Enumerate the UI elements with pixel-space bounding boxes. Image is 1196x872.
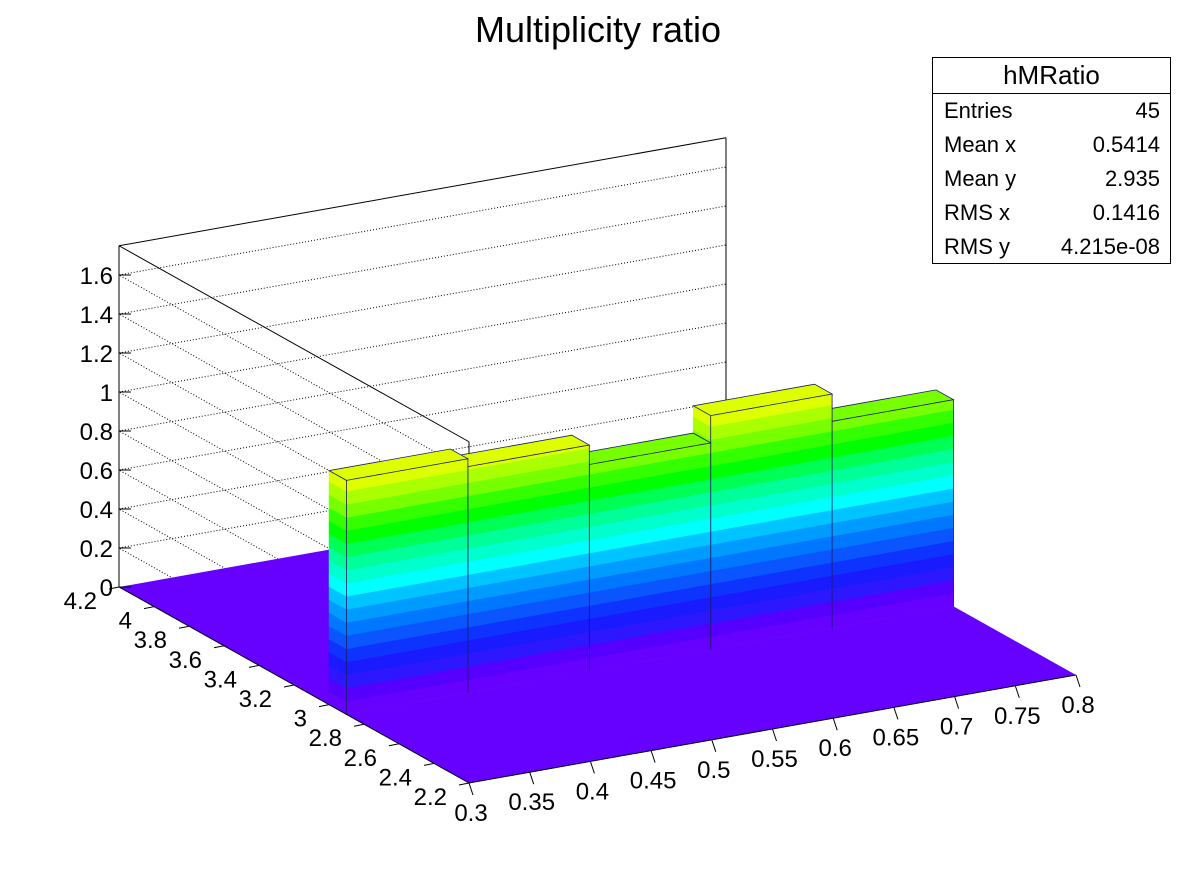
y-tick-label: 2.2 [414, 784, 447, 811]
y-tick [248, 664, 260, 668]
y-tick [353, 723, 365, 727]
grid-line [118, 283, 727, 393]
stats-row: Mean y 2.935 [933, 162, 1170, 196]
z-tick-label: 1.6 [80, 263, 113, 290]
x-tick-label: 0.45 [630, 768, 677, 795]
stats-value: 0.1416 [1092, 200, 1160, 225]
y-tick [318, 704, 330, 708]
grid-line [118, 274, 470, 472]
y-tick-label: 4 [119, 608, 132, 635]
x-tick [1014, 685, 1020, 698]
y-tick [283, 684, 295, 688]
x-tick [832, 718, 838, 731]
wall-edge [118, 245, 470, 443]
x-tick [893, 707, 899, 720]
stats-box: hMRatio Entries 45 Mean x 0.5414 Mean y 2.9… [932, 57, 1171, 264]
stats-value: 4.215e-08 [1060, 234, 1160, 259]
stats-row: Entries 45 [933, 94, 1170, 128]
x-tick-label: 0.75 [994, 703, 1041, 730]
stats-title: hMRatio [933, 58, 1170, 94]
stats-label: RMS y [944, 234, 1010, 259]
bars [327, 383, 955, 715]
x-tick [772, 728, 777, 742]
bar [570, 432, 712, 672]
z-tick-label: 1.4 [80, 302, 113, 329]
y-tick [458, 782, 470, 786]
x-tick [650, 750, 656, 763]
stats-label: Mean y [944, 166, 1017, 191]
grid-line [118, 244, 727, 354]
stats-row: RMS y 4.215e-08 [933, 230, 1170, 264]
x-tick-label: 0.8 [1061, 692, 1094, 719]
bar [449, 434, 591, 694]
stats-label: Mean x [944, 132, 1017, 157]
x-tick [529, 772, 535, 785]
x-tick-label: 0.7 [940, 714, 973, 741]
x-tick-label: 0.35 [508, 789, 555, 816]
wall-edge [118, 137, 727, 247]
y-tick [388, 743, 400, 747]
bar [692, 383, 834, 651]
y-tick-label: 2.8 [309, 725, 342, 752]
y-tick [213, 645, 225, 649]
z-tick-label: 0.4 [80, 497, 113, 524]
x-tick [954, 696, 960, 709]
z-tick-label: 0.2 [80, 536, 113, 563]
x-tick-label: 0.5 [697, 757, 730, 784]
x-tick [468, 782, 474, 796]
y-tick-label: 3.4 [204, 666, 237, 693]
grid-line [118, 361, 727, 471]
z-tick-label: 0.6 [80, 458, 113, 485]
stats-value: 2.935 [1104, 166, 1160, 191]
bar [813, 389, 955, 629]
grid-line [118, 166, 727, 276]
y-tick [108, 586, 120, 590]
tick-labels: 0.3 0.35 0.4 0.45 0.5 0.55 0.6 0.65 0.7 0.75 0.8 2.… [64, 263, 1095, 827]
bar [327, 448, 470, 715]
bar-top [327, 448, 470, 481]
bar-top [692, 383, 834, 417]
y-tick-label: 3.6 [169, 647, 202, 674]
y-tick [423, 762, 435, 766]
chart-title: Multiplicity ratio [475, 9, 721, 50]
z-tick-label: 0 [100, 575, 113, 602]
grid-line [118, 205, 727, 315]
grid-line [118, 322, 727, 432]
y-tick-label: 4.2 [64, 588, 97, 615]
stats-label: Entries [944, 98, 1013, 123]
y-tick-label: 2.6 [344, 745, 377, 772]
z-tick-label: 0.8 [80, 419, 113, 446]
y-tick-label: 3.2 [239, 686, 272, 713]
y-tick-label: 3.8 [134, 627, 167, 654]
z-tick-label: 1 [100, 380, 113, 407]
y-tick [143, 606, 155, 610]
grid-line [118, 400, 727, 510]
stats-value: 0.5414 [1092, 132, 1160, 157]
x-tick-label: 0.65 [873, 724, 920, 751]
stats-row: Mean x 0.5414 [933, 128, 1170, 162]
y-tick-label: 3 [294, 706, 307, 733]
x-tick-label: 0.6 [819, 735, 852, 762]
z-tick-label: 1.2 [80, 341, 113, 368]
x-tick [589, 761, 595, 774]
x-tick [1075, 674, 1081, 688]
x-tick-label: 0.55 [751, 746, 798, 773]
frame [108, 245, 1081, 796]
stats-label: RMS x [944, 200, 1010, 225]
y-tick-label: 2.4 [379, 764, 412, 791]
y-tick [178, 625, 190, 629]
x-tick-label: 0.4 [576, 778, 609, 805]
stats-value: 45 [1135, 98, 1160, 123]
x-tick-label: 0.3 [454, 800, 487, 827]
floor-front [346, 606, 1076, 783]
x-tick [711, 739, 717, 752]
stats-row: RMS x 0.1416 [933, 196, 1170, 230]
